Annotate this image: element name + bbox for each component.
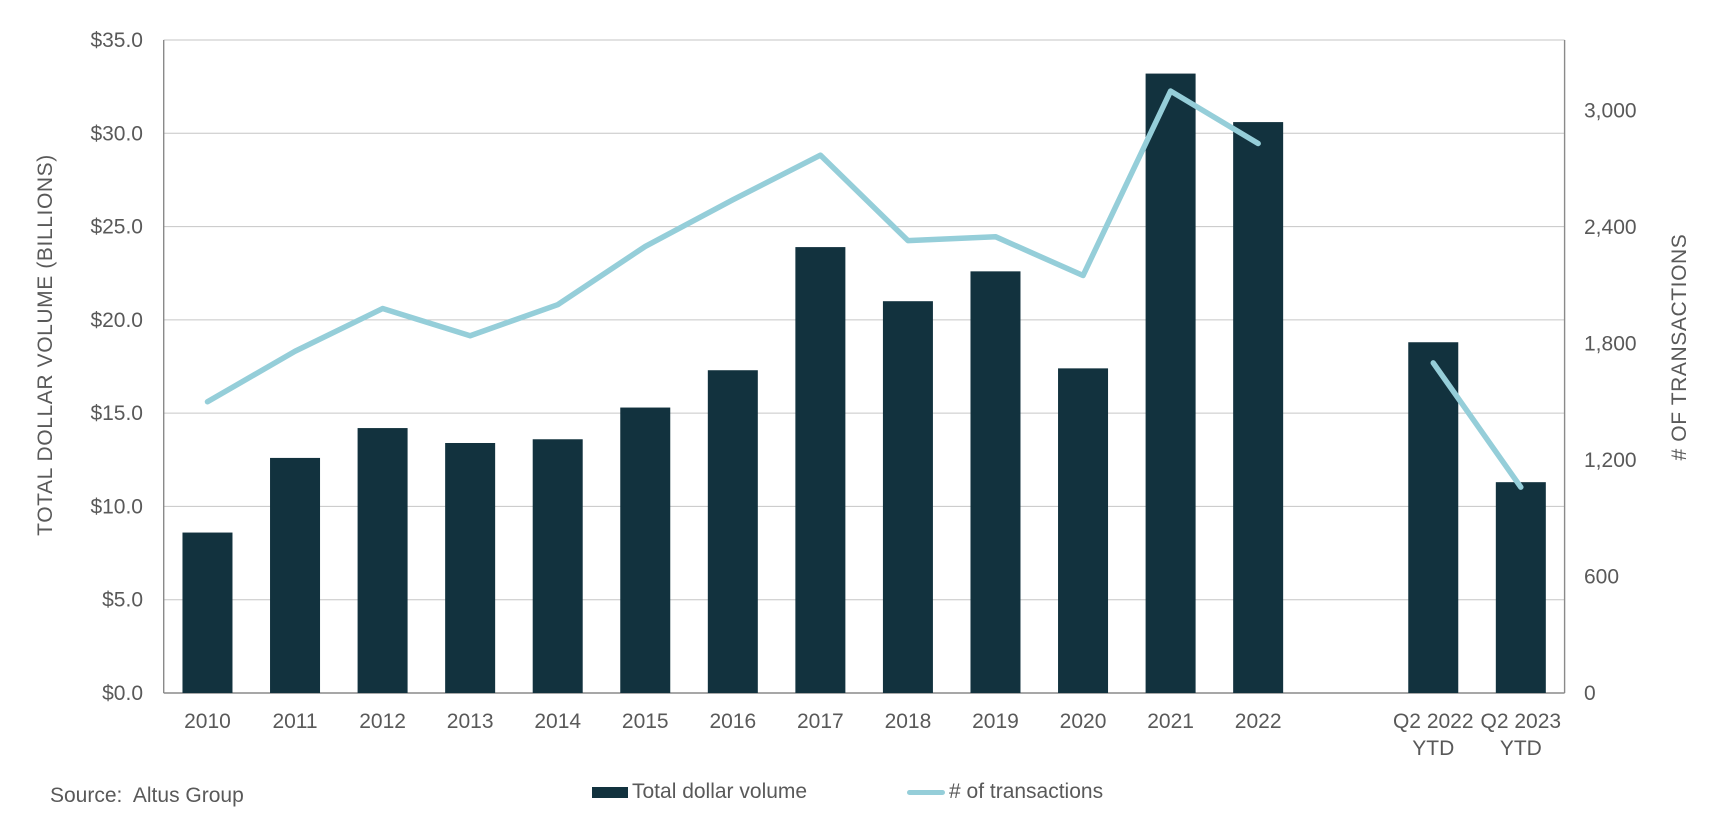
bar-2022 (1233, 122, 1284, 693)
bar-2014 (532, 439, 583, 693)
x-axis-label: 2015 (622, 710, 669, 733)
x-axis-label: 2014 (534, 710, 581, 733)
right-axis-tick-label: 1,200 (1584, 449, 1637, 472)
left-axis-tick-label: $0.0 (102, 682, 143, 705)
line-series-swatch (907, 789, 945, 795)
x-axis-label: 2019 (972, 710, 1019, 733)
transactions-line (1430, 360, 1524, 490)
left-axis-tick-label: $10.0 (90, 495, 143, 518)
x-axis-label: 2022 (1235, 710, 1282, 733)
right-axis-title: # OF TRANSACTIONS (1668, 234, 1691, 461)
bar-q2-2022-ytd (1408, 342, 1459, 693)
bar-2018 (882, 301, 933, 693)
right-axis-tick-label: 3,000 (1584, 99, 1637, 122)
bar-2016 (707, 370, 758, 693)
bar-2021 (1145, 73, 1196, 693)
left-axis-tick-label: $20.0 (90, 309, 143, 332)
x-axis-label: 2012 (359, 710, 406, 733)
x-axis-label: 2013 (447, 710, 494, 733)
x-axis-label: Q2 2022 YTD (1393, 710, 1474, 760)
bar-2017 (795, 247, 846, 693)
bar-q2-2023-ytd (1495, 482, 1546, 693)
x-axis-label: 2020 (1060, 710, 1107, 733)
x-axis-label: 2011 (272, 710, 317, 733)
left-axis-tick-label: $35.0 (90, 29, 143, 52)
bar-2011 (270, 457, 321, 693)
left-axis-tick-label: $5.0 (102, 589, 143, 612)
x-axis-label: 2016 (709, 710, 756, 733)
x-axis-label: 2017 (797, 710, 844, 733)
legend-item-transactions: # of transactions (907, 780, 1104, 803)
bar-2012 (357, 428, 408, 693)
legend-label-transactions: # of transactions (949, 780, 1104, 803)
left-axis-tick-label: $15.0 (90, 402, 143, 425)
bar-series-swatch (592, 786, 628, 798)
right-axis-tick-label: 600 (1584, 565, 1619, 588)
right-axis-tick-label: 0 (1584, 682, 1596, 705)
bar-2020 (1058, 368, 1109, 693)
left-axis-tick-label: $25.0 (90, 216, 143, 239)
x-axis-label: 2021 (1147, 710, 1194, 733)
legend-label-total-dollar-volume: Total dollar volume (632, 780, 808, 803)
x-axis-label: 2010 (184, 710, 231, 733)
left-axis-tick-label: $30.0 (90, 122, 143, 145)
x-axis-label: Q2 2023 YTD (1481, 710, 1562, 760)
bar-2013 (445, 442, 496, 693)
right-axis-tick-label: 1,800 (1584, 332, 1637, 355)
transactions-line (204, 88, 1261, 405)
source-note: Source: Altus Group (50, 784, 244, 807)
right-axis-tick-label: 2,400 (1584, 216, 1637, 239)
legend-item-total-dollar-volume: Total dollar volume (592, 780, 808, 803)
left-axis-title: TOTAL DOLLAR VOLUME (BILLIONS) (34, 154, 57, 536)
x-axis-label: 2018 (885, 710, 932, 733)
bar-2019 (970, 271, 1021, 693)
bar-2015 (620, 407, 671, 693)
bar-2010 (182, 532, 233, 693)
